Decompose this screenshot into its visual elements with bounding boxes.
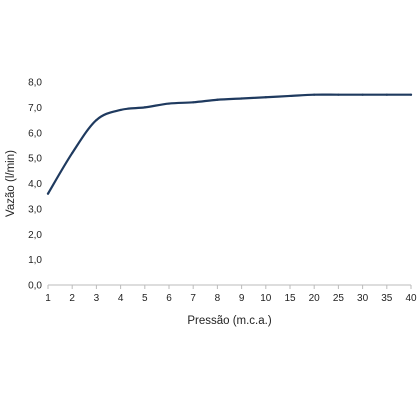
x-tick-label: 6 [166,293,172,304]
y-tick-label: 3,0 [28,204,42,215]
x-tick-label: 1 [45,293,51,304]
x-tick-label: 7 [190,293,196,304]
x-tick-label: 8 [215,293,221,304]
x-tick-label: 25 [333,293,345,304]
y-tick-label: 8,0 [28,78,42,89]
data-point [167,102,171,105]
y-tick-label: 7,0 [28,103,42,114]
y-tick-label: 0,0 [28,281,42,292]
data-point [313,93,316,96]
x-axis-title: Pressão (m.c.a.) [187,315,272,327]
y-tick-label: 1,0 [28,255,42,266]
x-tick-label: 9 [239,293,245,304]
data-point [192,101,195,104]
series-line [46,93,413,195]
x-tick-label: 40 [405,293,417,304]
data-point [361,93,364,96]
tick-group: 1 2 3 4 5 6 7 8 9 10 15 20 25 30 35 40 0,0 1,0 2,0 3,0 4,0 5,… [28,78,417,305]
data-point [337,93,340,96]
y-tick-label: 2,0 [28,230,42,241]
x-tick-label: 10 [260,293,272,304]
data-point [240,97,243,100]
x-tick-label: 15 [284,293,296,304]
x-tick-label: 5 [142,293,148,304]
data-point [264,96,267,99]
data-point [119,108,122,112]
y-tick-label: 4,0 [28,179,42,190]
data-point [385,93,388,96]
x-tick-label: 30 [357,293,369,304]
x-tick-label: 20 [309,293,321,304]
y-tick-label: 6,0 [28,128,42,139]
x-tick-label: 35 [381,293,393,304]
data-point [409,93,413,96]
x-tick-label: 4 [118,293,124,304]
y-tick-label: 5,0 [28,154,42,165]
series-group [46,93,413,195]
data-point [46,192,50,195]
data-point [95,118,98,122]
data-point [288,94,292,98]
x-tick-label: 3 [94,293,100,304]
data-point [143,106,146,109]
data-point [216,98,219,101]
data-point [71,151,74,155]
y-axis-title: Vazão (l/min) [5,150,17,217]
x-tick-label: 2 [69,293,75,304]
